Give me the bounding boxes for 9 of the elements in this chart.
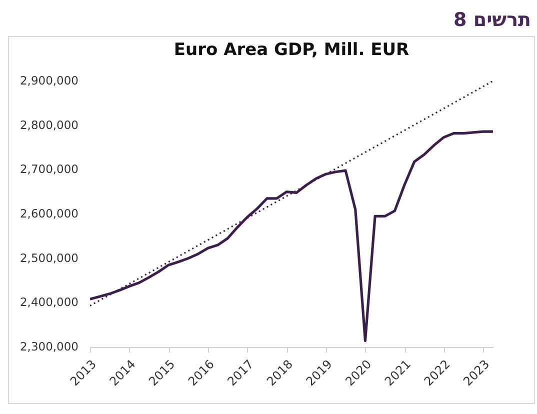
y-tick-label: 2,800,000 <box>20 118 78 132</box>
y-tick-label: 2,600,000 <box>20 206 78 220</box>
y-tick-label: 2,700,000 <box>20 162 78 176</box>
y-tick-label: 2,500,000 <box>20 250 78 265</box>
y-tick-label: 2,900,000 <box>20 74 78 88</box>
chart-title: Euro Area GDP, Mill. EUR <box>174 40 410 60</box>
y-tick-label: 2,400,000 <box>20 295 78 310</box>
text: תרשים 8 <box>452 8 531 33</box>
y-tick-label: 2,300,000 <box>20 340 78 354</box>
